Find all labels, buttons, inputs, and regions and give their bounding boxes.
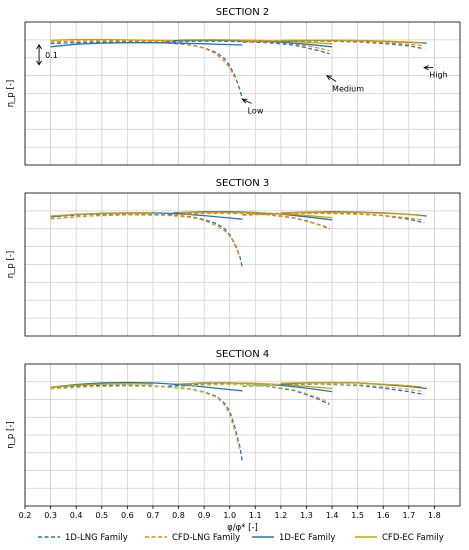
- series-line: [168, 383, 330, 405]
- series-line: [178, 211, 333, 219]
- x-tick-label: 1.2: [275, 511, 288, 520]
- panel-frame: [24, 192, 461, 337]
- panel-title: SECTION 4: [216, 349, 270, 360]
- x-tick-label: 1.0: [223, 511, 236, 520]
- x-tick-label: 1.4: [326, 511, 339, 520]
- x-axis-label: φ/φ* [-]: [227, 523, 258, 533]
- annotation-label: High: [429, 71, 447, 80]
- series-line: [242, 40, 425, 50]
- annotation-label: Medium: [332, 85, 364, 94]
- y-axis-label: η_p [-]: [6, 421, 16, 448]
- x-tick-label: 1.3: [300, 511, 313, 520]
- series-line: [50, 38, 179, 42]
- y-axis-label: η_p [-]: [6, 80, 16, 107]
- legend-label: CFD-LNG Family: [172, 533, 240, 543]
- annotation-arrowhead: [326, 75, 332, 81]
- y-axis-label: η_p [-]: [6, 251, 16, 278]
- series-line: [165, 39, 330, 52]
- series-line: [50, 214, 241, 257]
- x-tick-label: 1.7: [402, 511, 415, 520]
- series-line: [280, 211, 422, 216]
- x-tick-label: 1.1: [249, 511, 262, 520]
- x-tick-label: 1.6: [377, 511, 390, 520]
- series-line: [50, 385, 241, 451]
- series-line: [50, 42, 243, 48]
- x-tick-label: 0.9: [198, 511, 211, 520]
- x-tick-label: 0.2: [19, 511, 32, 520]
- x-tick-label: 0.4: [70, 511, 83, 520]
- series-line: [50, 212, 153, 217]
- series-line: [50, 213, 244, 269]
- x-tick-label: 0.3: [44, 511, 57, 520]
- series-line: [50, 41, 244, 100]
- legend-label: CFD-EC Family: [382, 533, 444, 543]
- scale-bar-arrow-top: [36, 43, 42, 50]
- annotation-arrow: [242, 99, 252, 104]
- series-line: [168, 383, 330, 404]
- panel-title: SECTION 2: [216, 7, 270, 18]
- legend-label: 1D-EC Family: [279, 533, 335, 543]
- annotation-arrowhead: [241, 98, 248, 104]
- x-tick-label: 0.6: [121, 511, 134, 520]
- series-line: [50, 383, 153, 388]
- x-tick-label: 1.5: [351, 511, 364, 520]
- series-line: [178, 382, 333, 390]
- series-line: [242, 212, 425, 222]
- annotation-arrowhead: [423, 65, 429, 71]
- panel-frame: [24, 363, 461, 507]
- series-line: [168, 212, 330, 229]
- series-line: [165, 40, 330, 55]
- series-line: [242, 40, 425, 47]
- scale-bar-arrow-bottom: [36, 60, 42, 66]
- series-line: [280, 381, 422, 388]
- x-tick-label: 0.7: [147, 511, 160, 520]
- x-tick-label: 0.5: [95, 511, 108, 520]
- series-line: [50, 381, 243, 392]
- panel-title: SECTION 3: [216, 178, 270, 189]
- annotation-arrow: [326, 75, 337, 82]
- x-tick-label: 0.8: [172, 511, 185, 520]
- x-tick-label: 1.8: [428, 511, 441, 520]
- series-line: [50, 40, 236, 78]
- series-line: [280, 39, 422, 44]
- annotation-label: 0.1: [45, 51, 58, 60]
- legend-label: 1D-LNG Family: [65, 533, 128, 543]
- panel-frame: [24, 21, 461, 166]
- annotation-label: Low: [248, 106, 264, 115]
- series-line: [178, 39, 333, 45]
